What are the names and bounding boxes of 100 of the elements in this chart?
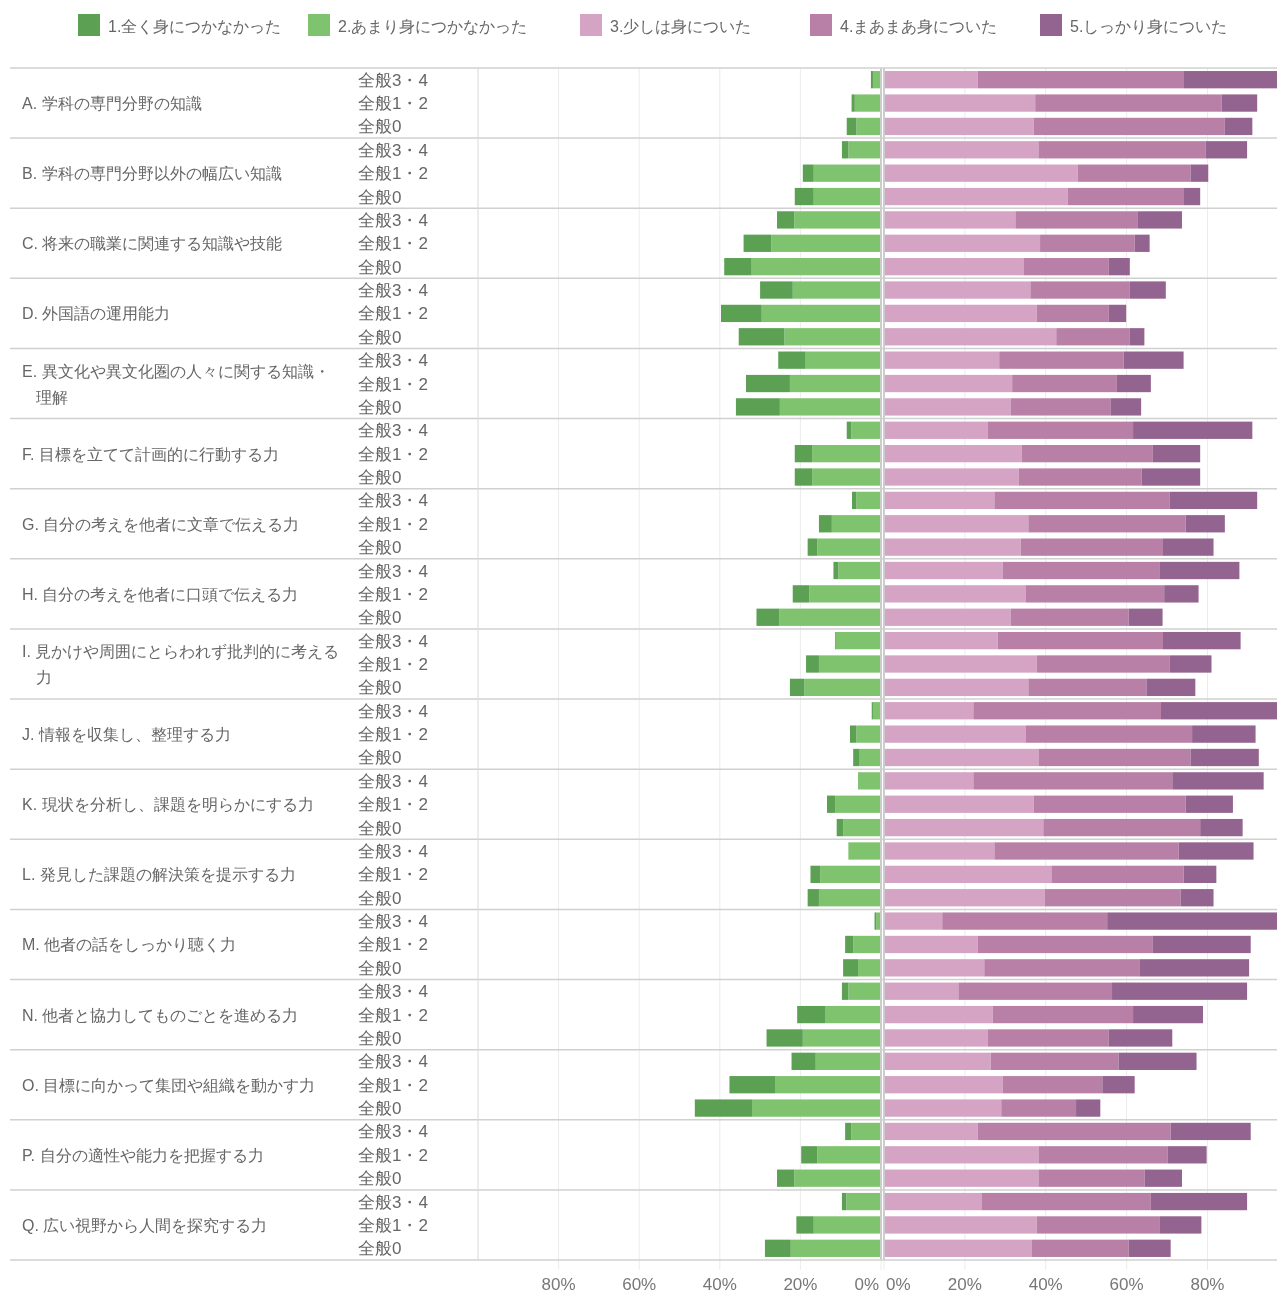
bar <box>743 234 772 252</box>
bar <box>884 842 995 860</box>
bar <box>870 71 873 89</box>
bar <box>779 608 881 626</box>
bar <box>843 818 881 837</box>
bar <box>812 445 881 463</box>
bar <box>1159 1216 1202 1234</box>
bar <box>884 912 943 930</box>
bar <box>1224 117 1253 136</box>
bar <box>818 889 881 907</box>
y-tick-label: 全般1・2 <box>358 865 428 885</box>
bar <box>792 585 810 603</box>
bar <box>854 94 881 112</box>
legend-label: 3.少しは身についた <box>610 18 752 35</box>
bar <box>856 725 881 743</box>
bar <box>791 1052 816 1070</box>
bar <box>1015 211 1138 229</box>
bar <box>1002 1076 1103 1094</box>
bar <box>789 678 805 697</box>
bar <box>884 328 1057 346</box>
x-tick-label: 20% <box>783 1275 818 1292</box>
x-tick-label: 80% <box>541 1275 576 1292</box>
bar <box>1108 1029 1173 1047</box>
bar <box>1112 982 1248 1000</box>
bar <box>1002 561 1160 580</box>
bar <box>1180 889 1214 907</box>
bar <box>1102 1076 1135 1094</box>
bar <box>818 655 881 673</box>
bar <box>884 94 1036 112</box>
bar <box>884 164 1078 182</box>
bar <box>884 374 1013 393</box>
bar <box>1038 748 1191 767</box>
bar <box>884 71 978 89</box>
bar <box>1129 328 1145 346</box>
bar <box>841 982 849 1000</box>
bar <box>994 842 1179 860</box>
y-tick-label: 全般0 <box>358 1169 402 1189</box>
bar <box>884 281 1031 299</box>
bar <box>958 982 1113 1000</box>
bar <box>1185 515 1225 533</box>
bar <box>987 1029 1109 1047</box>
y-tick-label: 全般3・4 <box>358 1192 428 1212</box>
bar <box>809 585 881 603</box>
text: E. 異文化や異文化圏の人々に関する知識・理解 <box>22 362 330 406</box>
legend-label: 4.まあまあ身についた <box>840 18 998 35</box>
bar <box>884 959 985 977</box>
bar <box>836 818 844 837</box>
y-tick-label: 全般1・2 <box>358 935 428 955</box>
x-tick-label: 0% <box>886 1275 911 1292</box>
bar <box>838 561 881 580</box>
bar <box>794 1169 881 1187</box>
y-tick-label: 全般0 <box>358 818 402 838</box>
bar <box>751 258 881 276</box>
bar <box>884 421 988 439</box>
bar <box>1200 818 1243 837</box>
bar <box>1001 1099 1077 1117</box>
bar <box>1141 468 1201 486</box>
bar <box>1043 818 1201 837</box>
bar <box>797 1005 825 1024</box>
bar <box>1023 258 1109 276</box>
bar <box>884 1169 1039 1187</box>
bar <box>1221 94 1258 112</box>
bar <box>851 94 855 112</box>
bar <box>884 1076 1003 1094</box>
bar <box>884 818 1044 837</box>
bar <box>729 1076 776 1094</box>
bar <box>1185 795 1233 813</box>
x-tick-label: 60% <box>622 1275 657 1292</box>
y-tick-label: 全般1・2 <box>358 444 428 464</box>
bar <box>721 304 762 323</box>
bar <box>1044 889 1181 907</box>
x-tick-label: 20% <box>947 1275 982 1292</box>
bar <box>771 234 881 252</box>
text: C. 将来の職業に関連する知識や技能 <box>22 235 283 253</box>
y-tick-label: 全般3・4 <box>358 982 428 1002</box>
bar <box>884 795 1034 813</box>
bar <box>1133 421 1253 439</box>
bar <box>810 865 821 883</box>
legend-label: 5.しっかり身についた <box>1070 18 1228 35</box>
y-tick-label: 全般0 <box>358 748 402 768</box>
bar <box>735 398 780 416</box>
bar <box>1134 234 1150 252</box>
bar <box>1028 678 1147 697</box>
bar <box>884 398 1011 416</box>
bar <box>1038 141 1206 159</box>
y-tick-label: 全般1・2 <box>358 1005 428 1025</box>
bar <box>999 351 1124 369</box>
y-tick-label: 全般0 <box>358 327 402 347</box>
bar <box>884 468 1019 486</box>
bar <box>724 258 752 276</box>
bar <box>833 561 839 580</box>
bar <box>1035 94 1222 112</box>
y-tick-label: 全般1・2 <box>358 94 428 114</box>
y-tick-label: 全般0 <box>358 1239 402 1259</box>
bar <box>804 678 881 697</box>
bar <box>802 1029 881 1047</box>
bar <box>1144 1169 1182 1187</box>
bar <box>846 1192 881 1211</box>
y-tick-label: 全般0 <box>358 397 402 417</box>
bar <box>853 748 860 767</box>
